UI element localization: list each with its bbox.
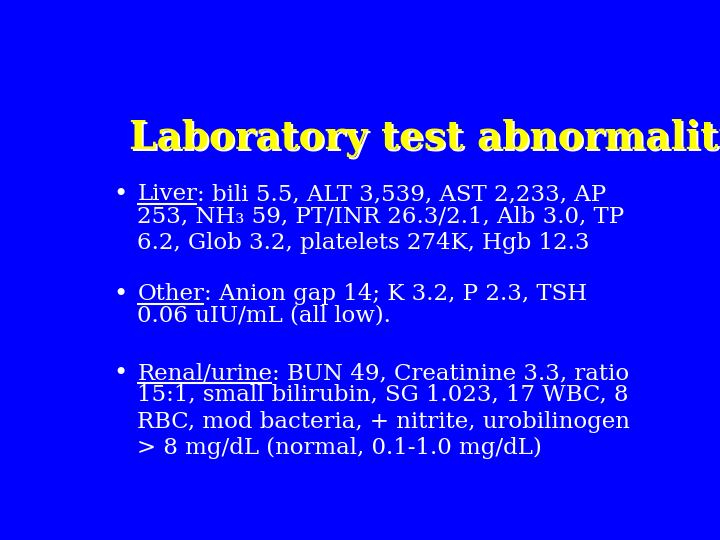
- Text: Liver: Liver: [138, 183, 197, 205]
- Text: : BUN 49, Creatinine 3.3, ratio: : BUN 49, Creatinine 3.3, ratio: [272, 362, 629, 384]
- Text: : bili 5.5, ALT 3,539, AST 2,233, AP: : bili 5.5, ALT 3,539, AST 2,233, AP: [197, 183, 607, 205]
- Text: Other: Other: [138, 283, 204, 305]
- Text: 15:1, small bilirubin, SG 1.023, 17 WBC, 8
RBC, mod bacteria, + nitrite, urobili: 15:1, small bilirubin, SG 1.023, 17 WBC,…: [138, 384, 630, 460]
- Text: Laboratory test abnormalities: Laboratory test abnormalities: [131, 120, 720, 159]
- Text: 0.06 uIU/mL (all low).: 0.06 uIU/mL (all low).: [138, 305, 391, 327]
- Text: •: •: [114, 283, 128, 306]
- Text: 253, NH₃ 59, PT/INR 26.3/2.1, Alb 3.0, TP
6.2, Glob 3.2, platelets 274K, Hgb 12.: 253, NH₃ 59, PT/INR 26.3/2.1, Alb 3.0, T…: [138, 205, 625, 254]
- Text: Laboratory test abnormalities: Laboratory test abnormalities: [129, 119, 720, 157]
- Text: •: •: [114, 362, 128, 385]
- Text: •: •: [114, 183, 128, 206]
- Text: : Anion gap 14; K 3.2, P 2.3, TSH: : Anion gap 14; K 3.2, P 2.3, TSH: [204, 283, 588, 305]
- Text: Renal/urine: Renal/urine: [138, 362, 272, 384]
